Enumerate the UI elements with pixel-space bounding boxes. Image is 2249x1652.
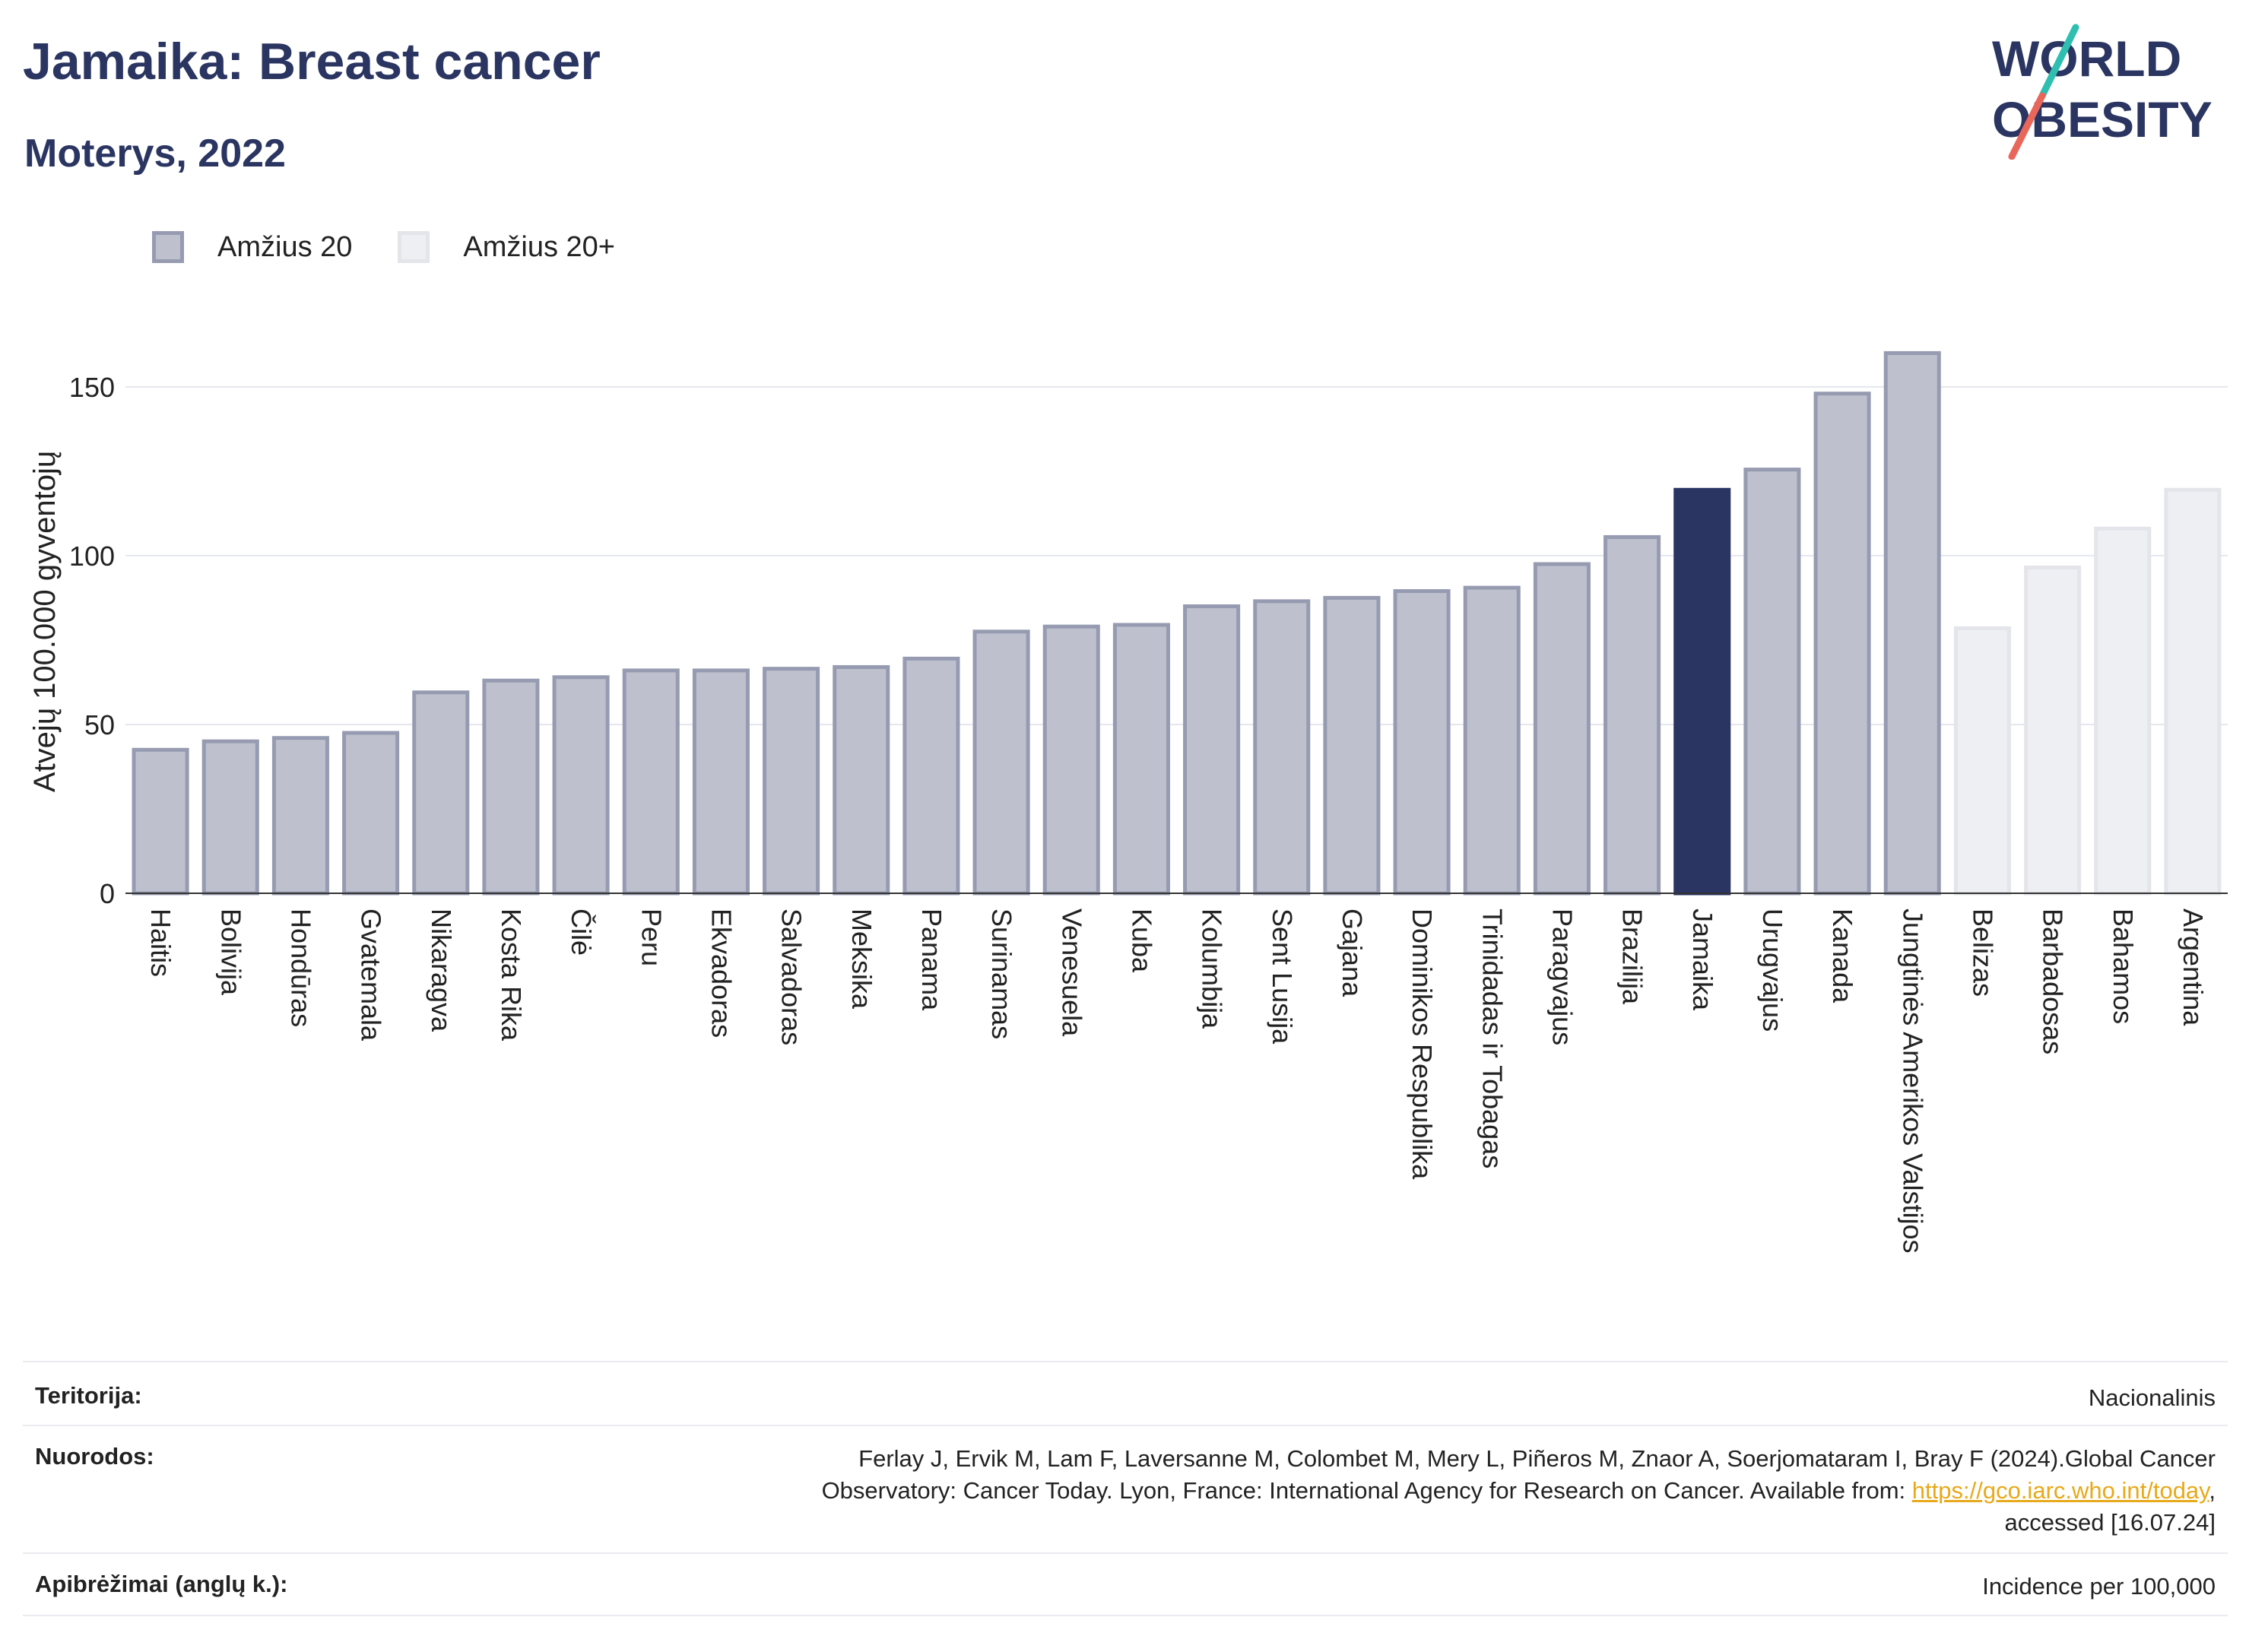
logo-slash-coral <box>2008 92 2046 160</box>
bars <box>132 350 2222 896</box>
x-tick-label: Venesuela <box>1056 908 1087 1037</box>
x-tick-label: Panama <box>916 908 947 1011</box>
y-tick-label: 100 <box>69 541 115 572</box>
x-tick-label: Salvadoras <box>776 908 807 1045</box>
y-tick-label: 150 <box>69 372 115 403</box>
bar-ekvadoras[interactable] <box>692 668 750 896</box>
references-link[interactable]: https://gco.iarc.who.int/today <box>1911 1477 2209 1504</box>
logo-line1: WORLD <box>1992 30 2181 87</box>
x-tick-label: Sent Lusija <box>1267 908 1298 1045</box>
bar-belizas[interactable] <box>1953 626 2011 896</box>
x-tick-label: Gvatemala <box>356 908 387 1042</box>
x-tick-label: Belizas <box>1967 908 1998 997</box>
x-tick-label: Urugvajus <box>1757 908 1788 1032</box>
legend-item-age20plus[interactable]: Amžius 20+ <box>398 231 615 264</box>
definitions-value: Incidence per 100,000 <box>1982 1573 2216 1600</box>
x-tick-label: Čilė <box>566 908 597 956</box>
references-line3: accessed [16.07.24] <box>2004 1509 2216 1536</box>
x-tick-label: Barbadosas <box>2038 908 2069 1054</box>
bar-kanada[interactable] <box>1813 392 1871 896</box>
x-tick-label: Haitis <box>145 908 176 977</box>
legend-label-age20plus: Amžius 20+ <box>463 230 615 263</box>
references-line2-post: , <box>2209 1477 2216 1504</box>
meta-divider <box>23 1425 2228 1426</box>
page-title: Jamaika: Breast cancer <box>23 33 601 90</box>
x-tick-label: Trinidadas ir Tobagas <box>1477 908 1508 1168</box>
bar-brazilija[interactable] <box>1603 534 1661 896</box>
x-tick-label: Gajana <box>1337 908 1368 997</box>
x-tick-label: Argentina <box>2178 908 2209 1026</box>
territory-value: Nacionalinis <box>2088 1384 2216 1411</box>
legend-item-age20[interactable]: Amžius 20 <box>152 231 352 264</box>
x-tick-label: Surinamas <box>986 908 1017 1039</box>
y-tick-label: 0 <box>100 878 115 909</box>
references-line1: Ferlay J, Ervik M, Lam F, Laversanne M, … <box>858 1445 2216 1472</box>
world-obesity-logo: WORLD OBESITY <box>1992 24 2213 160</box>
x-tick-label: Kosta Rika <box>496 908 527 1042</box>
x-tick-label: Jungtinės Amerikos Valstijos <box>1897 908 1928 1254</box>
bar-meksika[interactable] <box>833 664 890 896</box>
x-tick-label: Kolumbija <box>1197 908 1228 1029</box>
logo-slash-teal <box>2038 24 2079 100</box>
bar-argentina[interactable] <box>2164 487 2222 896</box>
bar-paragvajus[interactable] <box>1533 562 1591 896</box>
logo-line2: OBESITY <box>1992 91 2213 147</box>
x-tick-label: Bolivija <box>215 908 246 996</box>
bar-venesuela[interactable] <box>1042 624 1100 896</box>
bar-trinidadas-ir-tobagas[interactable] <box>1463 585 1521 896</box>
y-axis-title: Atvejų 100.000 gyventojų <box>28 451 62 792</box>
legend-label-age20: Amžius 20 <box>217 230 353 263</box>
x-tick-label: Dominikos Respublika <box>1407 908 1438 1180</box>
bar-chart: 0 50 100 150 Atvejų 100.000 gyventojų Haitis B… <box>28 350 2228 1254</box>
x-tick-label: Peru <box>636 908 667 966</box>
x-tick-label: Ekvadoras <box>706 908 737 1038</box>
bar-surinamas[interactable] <box>972 629 1030 896</box>
x-tick-label: Nikaragva <box>426 908 457 1032</box>
x-tick-label: Paragvajus <box>1546 908 1578 1045</box>
territory-label: Teritorija: <box>35 1382 142 1409</box>
references-value: Ferlay J, Ervik M, Lam F, Laversanne M, … <box>822 1443 2216 1539</box>
x-tick-label: Meksika <box>846 908 877 1010</box>
bar-panama[interactable] <box>902 656 960 896</box>
x-tick-label: Kanada <box>1827 908 1858 1004</box>
bar-dominikos-respublika[interactable] <box>1393 589 1451 896</box>
references-line2-pre: Observatory: Cancer Today. Lyon, France:… <box>821 1477 1912 1504</box>
grid-lines <box>125 385 2228 725</box>
legend-swatch-age20 <box>152 231 184 263</box>
meta-divider <box>23 1615 2228 1616</box>
page-subtitle: Moterys, 2022 <box>24 132 286 176</box>
bar-hondūras[interactable] <box>271 736 329 896</box>
x-tick-label: Kuba <box>1126 908 1157 973</box>
bar-bahamos[interactable] <box>2094 526 2152 896</box>
bar-kuba[interactable] <box>1112 623 1170 896</box>
bar-salvadoras[interactable] <box>763 667 820 896</box>
x-tick-label: Hondūras <box>285 908 316 1027</box>
bar-kosta-rika[interactable] <box>482 678 540 896</box>
y-tick-label: 50 <box>84 709 115 740</box>
tick-labels: 0 50 100 150 Atvejų 100.000 gyventojų Haitis B… <box>28 372 2209 1254</box>
bar-bolivija[interactable] <box>201 739 259 896</box>
bar-jungtinės-amerikos-valstijos[interactable] <box>1883 350 1941 896</box>
meta-divider <box>23 1552 2228 1554</box>
bar-haitis[interactable] <box>132 747 189 896</box>
bar-kolumbija[interactable] <box>1183 604 1241 896</box>
x-tick-label: Jamaika <box>1687 908 1718 1011</box>
bar-barbadosas[interactable] <box>2024 565 2082 896</box>
references-label: Nuorodos: <box>35 1443 154 1470</box>
chart-legend: Amžius 20 Amžius 20+ <box>152 224 661 270</box>
bar-jamaika[interactable] <box>1673 487 1731 896</box>
bar-gvatemala[interactable] <box>342 731 400 896</box>
bar-sent-lusija[interactable] <box>1253 599 1311 896</box>
bar-gajana[interactable] <box>1323 595 1381 896</box>
legend-swatch-age20plus <box>398 231 430 263</box>
bar-nikaragva[interactable] <box>412 690 470 896</box>
meta-divider <box>23 1361 2228 1362</box>
x-tick-label: Brazilija <box>1617 908 1648 1005</box>
bar-čilė[interactable] <box>552 675 610 896</box>
x-tick-label: Bahamos <box>2108 908 2139 1024</box>
bar-urugvajus[interactable] <box>1743 468 1801 896</box>
bar-peru[interactable] <box>622 668 680 896</box>
definitions-label: Apibrėžimai (anglų k.): <box>35 1571 288 1597</box>
